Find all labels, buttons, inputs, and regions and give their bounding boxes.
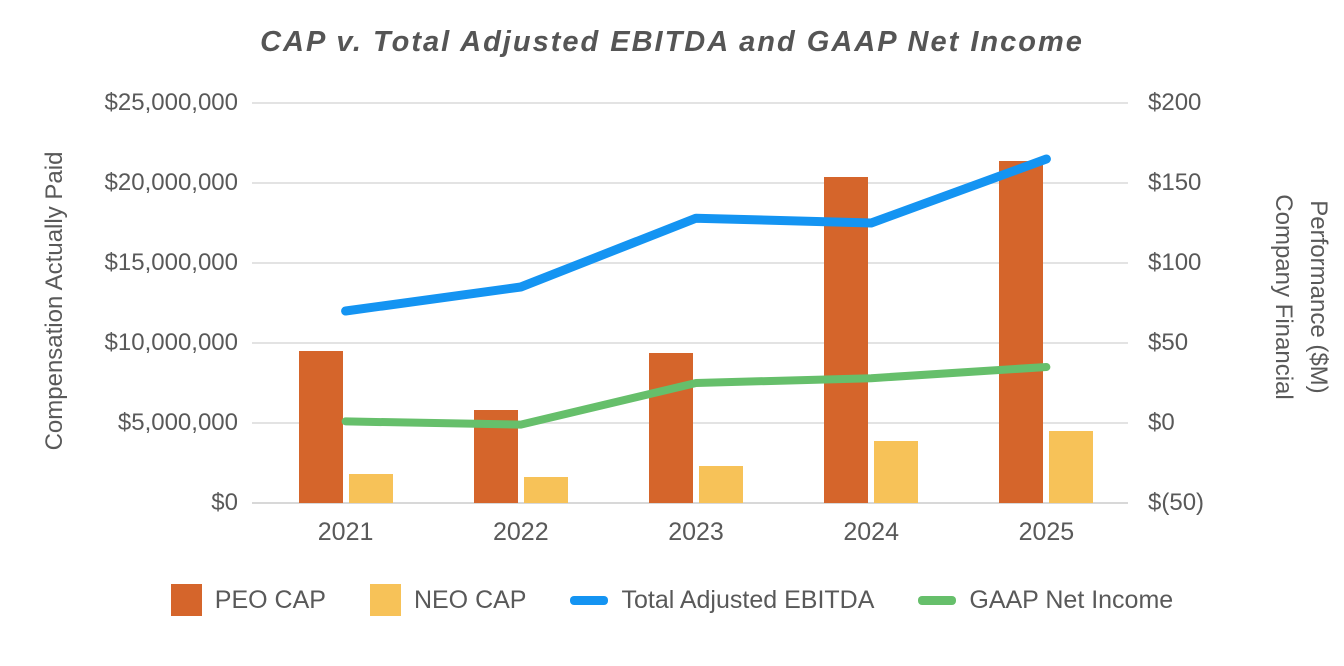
bar-neo-cap-2023 [699, 466, 743, 503]
plot-area [252, 102, 1128, 504]
bar-neo-cap-2024 [874, 440, 919, 503]
legend-label: PEO CAP [214, 585, 326, 614]
left-axis-tick: $15,000,000 [104, 249, 238, 276]
gridline [252, 262, 1128, 264]
line-series-svg [341, 154, 1051, 429]
bar-neo-cap-2021 [348, 474, 393, 503]
right-axis-tick: $200 [1148, 89, 1202, 116]
x-axis-label-2021: 2021 [317, 518, 374, 546]
x-axis-label-2025: 2025 [1018, 518, 1075, 546]
right-axis-tick: $(50) [1148, 489, 1205, 516]
gridline [252, 502, 1128, 504]
legend-square-swatch-neo-cap-icon [369, 584, 401, 616]
bar-neo-cap-2025 [1049, 431, 1094, 503]
left-axis-tick: $0 [211, 489, 238, 516]
legend-label: NEO CAP [413, 585, 527, 614]
x-axis-label-2024: 2024 [843, 518, 899, 546]
legend-item-total-adjusted-ebitda: Total Adjusted EBITDA [570, 586, 874, 615]
left-axis-tick: $5,000,000 [117, 409, 238, 436]
right-axis-tick: $100 [1148, 249, 1202, 276]
legend-square-swatch-peo-cap-icon [170, 584, 202, 616]
left-axis-tick: $25,000,000 [104, 89, 238, 116]
line-total-adjusted-ebitda [341, 154, 1051, 316]
bar-neo-cap-2022 [523, 477, 568, 503]
legend: PEO CAP NEO CAP Total Adjusted EBITDA GAAP … [0, 584, 1344, 616]
legend-line-swatch-total-adjusted-ebitda-icon [570, 595, 609, 605]
gridline [252, 342, 1128, 344]
x-axis-label-2022: 2022 [492, 518, 549, 546]
bar-peo-cap-2025 [999, 160, 1044, 503]
legend-label: Total Adjusted EBITDA [621, 585, 875, 614]
right-axis-title-line1: Company Financial [1270, 194, 1297, 400]
right-axis-tick: $50 [1148, 329, 1189, 356]
x-axis-label-2023: 2023 [668, 518, 724, 546]
legend-label: GAAP Net Income [969, 585, 1174, 614]
left-axis-tick: $10,000,000 [104, 329, 238, 356]
right-axis-title: Company Financial Performance ($M) [1266, 194, 1336, 399]
bar-peo-cap-2023 [649, 352, 693, 503]
line-gaap-net-income [341, 363, 1051, 429]
bar-peo-cap-2021 [298, 351, 343, 503]
left-axis-tick: $20,000,000 [104, 169, 238, 196]
legend-item-peo-cap: PEO CAP [170, 584, 326, 616]
legend-line-swatch-gaap-net-income-icon [918, 595, 957, 605]
legend-item-gaap-net-income: GAAP Net Income [918, 586, 1173, 615]
gridline [252, 102, 1128, 104]
gridline [252, 182, 1128, 184]
legend-item-neo-cap: NEO CAP [369, 584, 527, 616]
right-axis-title-line2: Performance ($M) [1305, 200, 1332, 394]
bar-peo-cap-2024 [824, 176, 869, 503]
chart-title: CAP v. Total Adjusted EBITDA and GAAP Ne… [260, 26, 1084, 58]
right-axis-tick: $0 [1148, 409, 1175, 436]
right-axis-tick: $150 [1148, 169, 1202, 196]
